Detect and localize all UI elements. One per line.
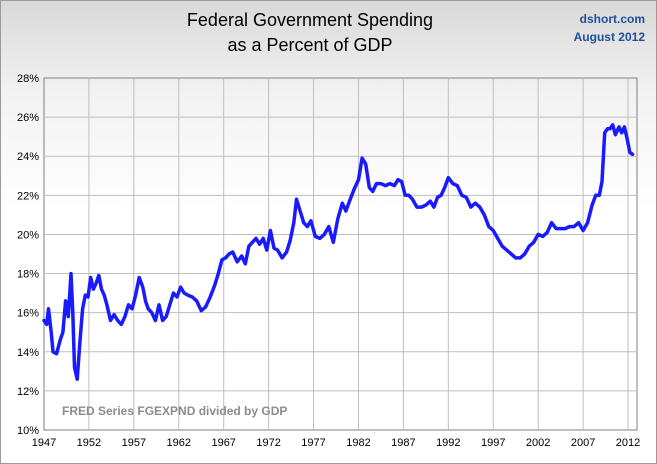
x-tick-label: 1972 xyxy=(256,437,280,449)
source-note: FRED Series FGEXPND divided by GDP xyxy=(62,404,288,418)
y-tick-label: 10% xyxy=(17,425,39,437)
y-tick-label: 26% xyxy=(17,112,39,124)
x-tick-label: 1952 xyxy=(77,437,101,449)
x-tick-label: 1997 xyxy=(481,437,505,449)
y-tick-label: 14% xyxy=(17,347,39,359)
x-tick-label: 1947 xyxy=(32,437,56,449)
x-tick-label: 2007 xyxy=(571,437,595,449)
chart-title-line2: as a Percent of GDP xyxy=(227,35,393,55)
y-tick-label: 20% xyxy=(17,229,39,241)
x-tick-label: 1977 xyxy=(301,437,325,449)
y-tick-label: 12% xyxy=(17,386,39,398)
series-line xyxy=(42,123,635,381)
credit-site: dshort.com xyxy=(579,12,645,26)
y-tick-label: 18% xyxy=(17,269,39,281)
y-tick-label: 28% xyxy=(17,73,39,85)
x-tick-label: 1982 xyxy=(346,437,370,449)
x-tick-label: 1992 xyxy=(436,437,460,449)
source-credit: dshort.com August 2012 xyxy=(574,10,645,46)
y-tick-label: 22% xyxy=(17,190,39,202)
chart-title-line1: Federal Government Spending xyxy=(186,10,434,30)
x-tick-label: 1987 xyxy=(391,437,415,449)
x-tick-label: 1957 xyxy=(122,437,146,449)
y-tick-label: 24% xyxy=(17,151,39,163)
y-tick-label: 16% xyxy=(17,308,39,320)
x-tick-label: 2012 xyxy=(616,437,640,449)
x-tick-label: 1962 xyxy=(167,437,191,449)
x-tick-label: 2002 xyxy=(526,437,550,449)
plot-area xyxy=(43,77,638,431)
chart-title: Federal Government Spending as a Percent… xyxy=(150,8,470,58)
credit-date: August 2012 xyxy=(573,30,645,44)
x-tick-label: 1967 xyxy=(211,437,235,449)
